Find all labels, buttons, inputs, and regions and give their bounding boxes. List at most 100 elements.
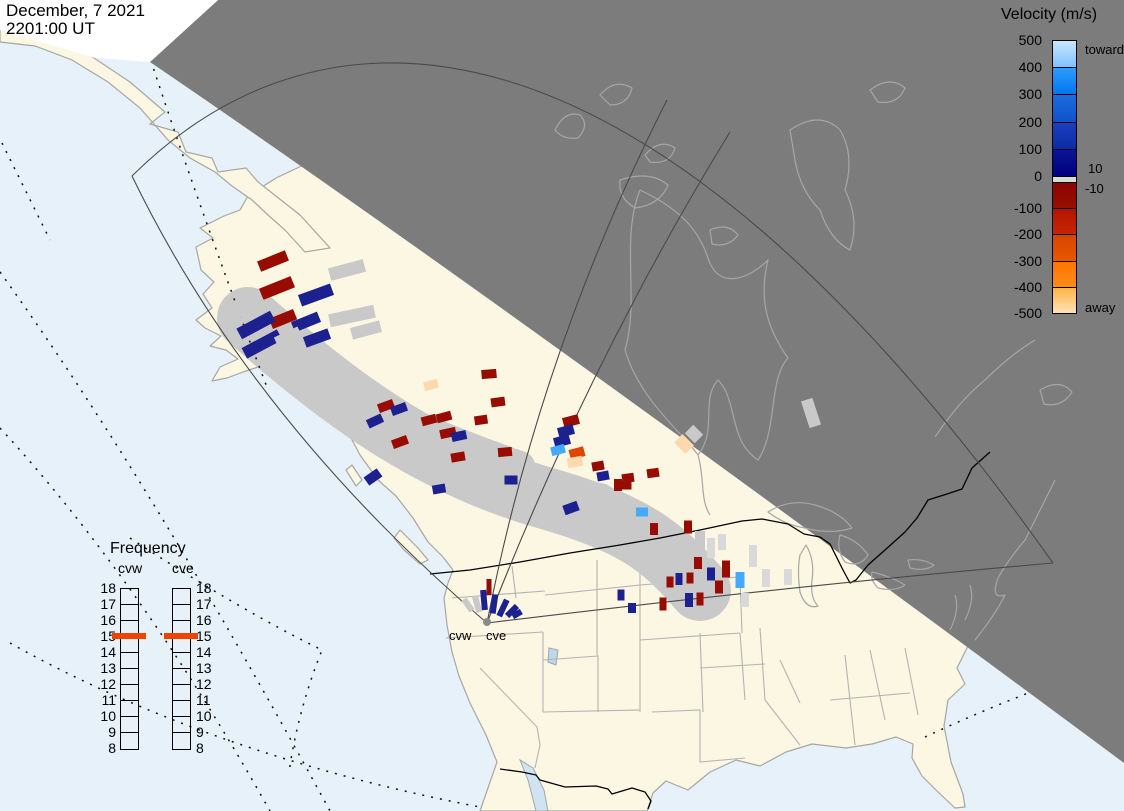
velocity-cell (273, 326, 303, 348)
frequency-col-header-cve: cve (172, 560, 194, 576)
lake-ontario (907, 558, 935, 571)
velocity-cell (707, 538, 715, 558)
us-canada-border (429, 451, 991, 584)
frequency-tick-label: 14 (196, 644, 212, 660)
frequency-tick-label: 16 (196, 612, 212, 628)
frequency-tick-label: 10 (100, 708, 116, 724)
velocity-tick-label: -300 (1013, 252, 1042, 269)
velocity-cell (562, 500, 580, 516)
velocity-cell (675, 573, 683, 585)
velocity-cell (496, 598, 510, 618)
velocity-cell (257, 250, 289, 272)
frequency-column-cve (172, 588, 191, 750)
velocity-cell (497, 446, 513, 458)
upper-threshold-label: 10 (1088, 161, 1103, 176)
velocity-cell (327, 259, 367, 281)
velocity-cell (302, 328, 332, 348)
toward-label: toward (1085, 42, 1124, 57)
labrador-coast (934, 339, 1036, 438)
frequency-tick-label: 13 (100, 660, 116, 676)
frequency-tick-label: 12 (100, 676, 116, 692)
frequency-tick-label: 9 (108, 724, 116, 740)
velocity-cell (552, 434, 572, 448)
date-label: December, 7 2021 (6, 1, 145, 20)
velocity-cell (646, 467, 660, 479)
velocity-cell (486, 579, 492, 595)
frequency-tick-label: 17 (196, 596, 212, 612)
frequency-tick-label: 11 (101, 692, 116, 708)
frequency-cell (173, 653, 190, 669)
frequency-tick-label: 15 (196, 628, 212, 644)
velocity-cell (363, 468, 383, 486)
velocity-cell (695, 531, 705, 549)
velocity-cell (566, 455, 584, 469)
velocity-cell (328, 304, 376, 328)
frequency-tick-label: 14 (100, 644, 116, 660)
velocity-tick-label: 300 (1018, 86, 1042, 103)
velocity-cell (686, 572, 694, 584)
lake-huron (838, 534, 869, 565)
frequency-tick-label: 18 (100, 580, 116, 596)
velocity-cell (749, 545, 757, 567)
velocity-colorbar-segment (1053, 149, 1076, 177)
velocity-cell (504, 475, 518, 485)
velocity-cell (550, 443, 566, 457)
velocity-cell (556, 424, 576, 438)
velocity-cell (365, 413, 385, 429)
velocity-cell (290, 311, 322, 333)
velocity-cell (735, 572, 745, 588)
velocity-cell (666, 576, 674, 588)
velocity-tick-label: 100 (1018, 140, 1042, 157)
haida-gwaii-island (345, 464, 363, 487)
velocity-colorbar-segment (1053, 95, 1076, 123)
velocity-cell (489, 594, 499, 614)
velocity-cell (636, 507, 648, 517)
velocity-cell (297, 283, 335, 307)
velocity-colorbar-segment (1053, 209, 1076, 236)
velocity-cell (236, 310, 276, 340)
velocity-legend-title: Velocity (m/s) (1001, 6, 1098, 23)
frequency-cell (121, 685, 138, 701)
frequency-tick-label: 11 (196, 692, 211, 708)
frequency-legend-title: Frequency (110, 540, 186, 557)
velocity-colorbar-segment (1053, 41, 1076, 69)
velocity-colorbar-segment (1053, 261, 1076, 288)
velocity-cell (614, 479, 622, 491)
atlantic-coast-night (974, 479, 1056, 641)
velocity-colorbar-segment (1053, 122, 1076, 150)
velocity-cells (234, 250, 822, 620)
frequency-cell (121, 733, 138, 749)
frequency-tick-label: 18 (196, 580, 212, 596)
datetime-block: December, 7 2021 2201:00 UT (6, 2, 145, 38)
night-coastlines (554, 81, 1073, 641)
velocity-tick-label: 400 (1018, 59, 1042, 76)
velocity-cell (674, 434, 694, 454)
velocity-cell (718, 534, 726, 550)
velocity-colorbar-segment (1053, 235, 1076, 262)
velocity-cell (762, 569, 770, 587)
velocity-cell (431, 483, 447, 495)
velocity-cell (461, 597, 475, 613)
velocity-cell (694, 557, 702, 569)
velocity-cell (650, 523, 658, 535)
frequency-cell (121, 637, 138, 653)
country-borders (429, 451, 991, 810)
graticule (0, 51, 1086, 811)
velocity-tick-label: 500 (1018, 32, 1042, 48)
chesapeake-bay (949, 584, 973, 631)
velocity-tick-label: -500 (1013, 305, 1042, 321)
velocity-cell (659, 597, 667, 611)
frequency-cell (173, 717, 190, 733)
velocity-colorbar-segment (1053, 68, 1076, 96)
fov-inner-edge-west (486, 99, 668, 624)
velocity-tick-label: 200 (1018, 113, 1042, 130)
velocity-colorbar-segment (1053, 287, 1076, 314)
velocity-cell (715, 580, 723, 594)
velocity-cell (450, 430, 468, 442)
velocity-cell (423, 378, 439, 392)
baffin-island (789, 119, 855, 251)
velocity-cell (389, 402, 409, 416)
velocity-cell (800, 397, 822, 429)
map-label-cvw: cvw (449, 628, 472, 643)
